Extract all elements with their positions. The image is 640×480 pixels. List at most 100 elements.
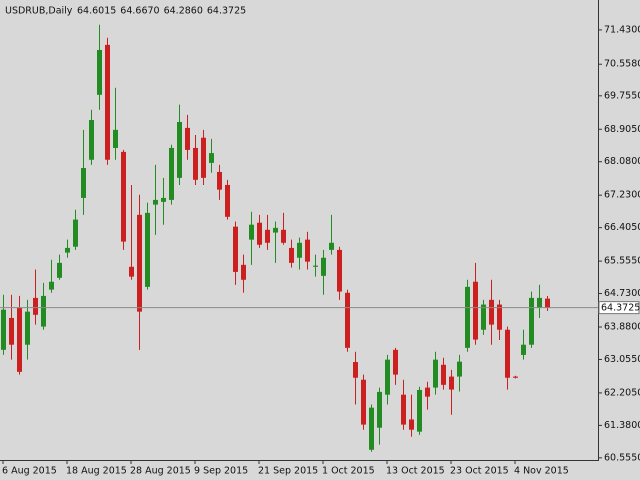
quote-value: 64.6015 (77, 6, 116, 17)
candle-body (505, 329, 510, 378)
quote-value: 64.3725 (207, 6, 246, 17)
candle-body (473, 281, 478, 340)
candle-body (57, 262, 62, 278)
y-tick-label: 63.0550 (604, 354, 640, 365)
candle-body (201, 137, 206, 178)
candle-body (273, 227, 278, 233)
y-tick-label: 64.7300 (604, 288, 640, 299)
x-tick-label: 23 Oct 2015 (450, 466, 509, 477)
candle-body (137, 214, 142, 312)
candle-body (337, 249, 342, 292)
candle-body (209, 153, 214, 163)
x-tick-label: 6 Aug 2015 (2, 466, 57, 477)
candle-body (41, 295, 46, 327)
candle-body (417, 389, 422, 432)
current-price-box (598, 301, 640, 315)
candle-body (97, 49, 102, 95)
y-tick-label: 60.5550 (604, 452, 640, 463)
y-tick-label: 68.0800 (604, 156, 640, 167)
candle-body (489, 299, 494, 325)
candle-body (249, 224, 254, 240)
candle-body (521, 344, 526, 355)
y-tick-label: 71.4300 (604, 24, 640, 35)
y-tick-label: 61.3800 (604, 420, 640, 431)
quote-value: 64.2860 (164, 6, 203, 17)
candle-body (481, 304, 486, 330)
x-tick-label: 1 Oct 2015 (322, 466, 375, 477)
candle-body (393, 349, 398, 375)
candle-body (305, 239, 310, 262)
candle-body (449, 376, 454, 390)
candle-body (401, 394, 406, 425)
candle-body (1, 309, 6, 350)
candle-body (233, 226, 238, 272)
candle-body (425, 387, 430, 397)
candle-body (153, 199, 158, 205)
candle-body (193, 147, 198, 180)
x-tick-label: 9 Sep 2015 (194, 466, 248, 477)
candle-body (217, 171, 222, 190)
candle-body (385, 359, 390, 395)
candle-body (369, 407, 374, 450)
candle-body (225, 184, 230, 217)
candle-body (321, 257, 326, 276)
candle-body (281, 229, 286, 243)
candle-body (129, 266, 134, 277)
candle-body (113, 129, 118, 148)
symbol-label: USDRUB,Daily (5, 6, 73, 17)
candle-body (289, 247, 294, 263)
candle-body (25, 311, 30, 345)
x-tick-label: 28 Aug 2015 (130, 466, 191, 477)
candle-body (73, 219, 78, 247)
current-price-label: 64.3725 (601, 303, 640, 314)
y-tick-label: 67.2300 (604, 190, 640, 201)
candle-body (105, 44, 110, 160)
candle-body (145, 212, 150, 287)
y-tick-label: 63.8800 (604, 321, 640, 332)
candle-body (457, 361, 462, 377)
candle-body (345, 292, 350, 348)
candle-body (89, 120, 94, 160)
candle-body (33, 297, 38, 315)
candle-body (17, 307, 22, 372)
y-tick-label: 70.5580 (604, 59, 640, 70)
candle-body (329, 242, 334, 250)
candle-body (497, 304, 502, 330)
candle-body (177, 121, 182, 178)
candle-body (169, 147, 174, 200)
quote-value: 64.6670 (120, 6, 159, 17)
candle-body (313, 265, 318, 267)
candle-body (529, 297, 534, 345)
candle-body (257, 222, 262, 245)
y-tick-label: 62.2050 (604, 387, 640, 398)
y-tick-label: 66.4050 (604, 222, 640, 233)
candle-body (353, 362, 358, 378)
x-tick-label: 13 Oct 2015 (386, 466, 445, 477)
candle-body (537, 297, 542, 308)
y-tick-label: 68.9050 (604, 124, 640, 135)
candle-body (377, 391, 382, 428)
candle-body (433, 359, 438, 388)
candle-body (361, 379, 366, 425)
candle-body (241, 264, 246, 280)
y-tick-label: 69.7550 (604, 90, 640, 101)
candle-body (65, 247, 70, 253)
y-tick-label: 65.5550 (604, 256, 640, 267)
candle-body (9, 317, 14, 345)
candle-body (49, 281, 54, 290)
candle-body (121, 151, 126, 242)
candle-body (409, 419, 414, 430)
x-tick-label: 21 Sep 2015 (258, 466, 318, 477)
candle-body (265, 229, 270, 243)
candle-body (545, 298, 550, 308)
x-tick-label: 18 Aug 2015 (66, 466, 127, 477)
candle-body (513, 376, 518, 378)
candle-body (465, 286, 470, 348)
candle-body (185, 127, 190, 150)
candle-body (161, 197, 166, 202)
x-tick-label: 4 Nov 2015 (514, 466, 569, 477)
candle-body (81, 168, 86, 198)
candle-body (297, 242, 302, 258)
candle-body (441, 364, 446, 385)
